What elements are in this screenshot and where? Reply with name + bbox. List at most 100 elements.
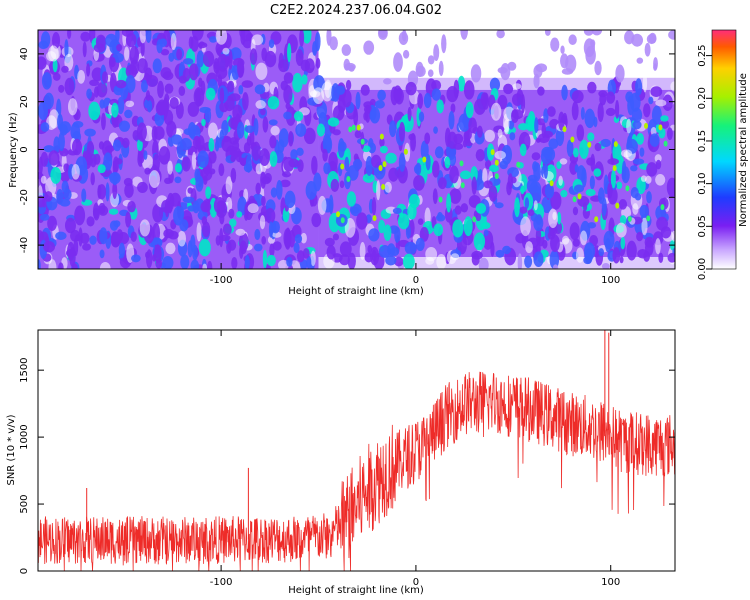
spectrogram-speckle xyxy=(509,132,516,141)
spectrogram-speckle xyxy=(180,254,190,269)
spectrogram-speckle xyxy=(347,252,356,269)
spectrogram-speckle xyxy=(93,207,99,219)
spectrogram-hotspot xyxy=(438,196,443,203)
spectrogram-speckle xyxy=(124,46,130,61)
spectrogram-speckle xyxy=(327,117,340,127)
spectrogram-speckle xyxy=(377,89,386,101)
spectrogram-speckle xyxy=(535,227,542,245)
spectrogram-speckle xyxy=(137,181,148,194)
spectrogram-speckle xyxy=(424,132,431,145)
spectrogram-speckle xyxy=(310,250,316,267)
spectrogram-speckle xyxy=(230,154,236,163)
spectrogram-speckle xyxy=(503,83,514,95)
spectrogram-speckle xyxy=(167,160,173,175)
spectrogram-speckle xyxy=(213,197,226,215)
snr-ylabel: SNR (10 * v/v) xyxy=(6,414,17,485)
colorbar: 0.00 0.05 0.10 0.15 0.20 0.25 Normalized spec… xyxy=(697,29,749,280)
spectrogram-speckle xyxy=(633,158,645,165)
spectrogram-speckle xyxy=(605,107,616,117)
spectrogram-speckle xyxy=(477,125,483,138)
spectrogram-speckle xyxy=(122,137,130,149)
spectrogram-speckle xyxy=(630,186,639,199)
spectrogram-speckle xyxy=(303,127,316,145)
spectrogram-speckle xyxy=(277,139,285,153)
spectrogram-speckle xyxy=(644,42,651,57)
spectrogram-speckle xyxy=(266,254,276,267)
spectrogram-speckle xyxy=(290,149,298,160)
spectrogram-speckle xyxy=(131,254,141,263)
spectrogram-speckle xyxy=(48,109,60,129)
spectrogram-speckle xyxy=(471,253,480,266)
spectrogram-ytick-label: 40 xyxy=(19,48,30,61)
spectrogram-speckle xyxy=(269,151,278,167)
spectrogram-speckle xyxy=(501,144,513,165)
spectrogram-speckle xyxy=(478,257,489,269)
spectrogram-speckle xyxy=(405,81,417,96)
spectrogram-speckle xyxy=(179,137,192,151)
spectrogram-speckle xyxy=(651,105,662,125)
spectrogram-speckle xyxy=(208,137,215,152)
spectrogram-speckle xyxy=(527,209,535,216)
spectrogram-speckle xyxy=(655,173,666,186)
spectrogram-speckle xyxy=(219,87,225,104)
spectrogram-speckle xyxy=(139,30,147,44)
spectrogram-speckle xyxy=(344,217,356,238)
spectrogram-speckle xyxy=(470,166,478,183)
spectrogram-speckle xyxy=(202,263,207,269)
spectrogram-speckle xyxy=(572,238,580,247)
spectrogram-speckle xyxy=(345,79,352,91)
spectrogram-speckle xyxy=(548,208,558,229)
spectrogram-speckle xyxy=(441,34,447,54)
spectrogram-speckle xyxy=(627,95,635,116)
spectrogram-speckle xyxy=(323,162,331,175)
spectrogram-speckle xyxy=(378,219,386,234)
spectrogram-xtick-label: 0 xyxy=(413,275,419,286)
spectrogram-speckle xyxy=(232,104,243,121)
spectrogram-speckle xyxy=(284,190,296,209)
spectrogram-speckle xyxy=(124,183,134,198)
spectrogram-speckle xyxy=(219,234,231,242)
spectrogram-speckle xyxy=(444,156,451,169)
spectrogram-speckle xyxy=(618,199,628,210)
spectrogram-speckle xyxy=(52,58,58,73)
spectrogram-speckle xyxy=(587,132,595,142)
spectrogram-speckle xyxy=(300,232,307,244)
spectrogram-speckle xyxy=(520,185,525,195)
spectrogram-speckle xyxy=(642,73,648,93)
spectrogram-speckle xyxy=(360,84,370,96)
spectrogram-speckle xyxy=(517,253,523,269)
spectrogram-speckle xyxy=(427,69,434,77)
spectrogram-speckle xyxy=(311,213,322,228)
spectrogram-speckle xyxy=(86,216,95,227)
spectrogram-speckle xyxy=(489,77,501,92)
spectrogram-speckle xyxy=(632,120,642,130)
spectrogram-speckle xyxy=(268,119,278,126)
spectrogram-speckle xyxy=(432,160,440,178)
spectrogram-speckle xyxy=(483,229,489,237)
spectrogram-speckle xyxy=(555,127,565,147)
spectrogram-speckle xyxy=(475,203,487,214)
spectrogram-speckle xyxy=(460,30,469,40)
spectrogram-speckle xyxy=(316,123,326,137)
spectrogram-speckle xyxy=(586,157,596,166)
spectrogram-speckle xyxy=(144,167,151,175)
spectrogram-speckle xyxy=(302,248,310,259)
spectrogram-speckle xyxy=(393,52,403,72)
spectrogram-speckle xyxy=(572,206,579,216)
spectrogram-hotspot xyxy=(382,161,387,168)
spectrogram-speckle xyxy=(558,111,565,131)
spectrogram-speckle xyxy=(486,143,495,161)
spectrogram-speckle xyxy=(533,251,544,268)
spectrogram-speckle xyxy=(449,165,459,184)
spectrogram-speckle xyxy=(658,252,664,263)
spectrogram-speckle xyxy=(311,155,318,175)
spectrogram-speckle xyxy=(48,150,60,166)
snr-xtick-label: 100 xyxy=(601,577,620,588)
spectrogram-speckle xyxy=(632,203,639,215)
spectrogram-speckle xyxy=(362,145,371,153)
spectrogram-speckle xyxy=(67,30,72,39)
spectrogram-speckle xyxy=(140,79,148,93)
spectrogram-speckle xyxy=(569,222,580,241)
spectrogram-speckle xyxy=(417,93,424,109)
spectrogram-speckle xyxy=(524,255,533,268)
